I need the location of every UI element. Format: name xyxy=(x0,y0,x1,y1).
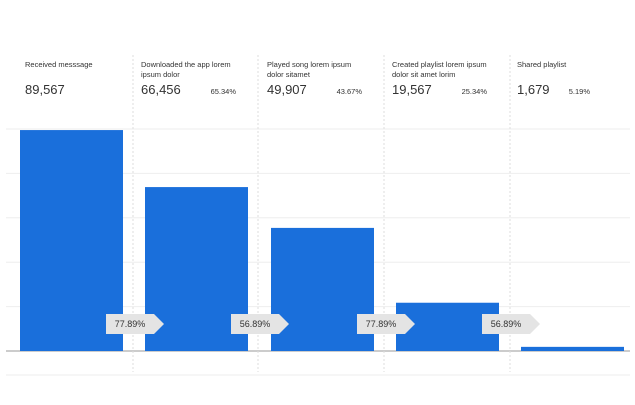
conversion-label: 56.89% xyxy=(491,319,522,329)
stage-label: Played song lorem ipsum dolor sitamet xyxy=(267,60,351,79)
conversion-label: 77.89% xyxy=(115,319,146,329)
conversion-label: 77.89% xyxy=(366,319,397,329)
stage-percent: 65.34% xyxy=(211,87,237,96)
conversion-arrow xyxy=(482,314,540,334)
conversion-arrow xyxy=(231,314,289,334)
bar xyxy=(396,302,499,351)
bar xyxy=(271,227,374,351)
conversion-label: 56.89% xyxy=(240,319,271,329)
stage-percent: 5.19% xyxy=(569,87,591,96)
stage-percent: 25.34% xyxy=(462,87,488,96)
stage-label: Downloaded the app lorem ipsum dolor xyxy=(141,60,231,79)
bar xyxy=(521,346,624,351)
conversion-arrow xyxy=(106,314,164,334)
conversion-arrow xyxy=(357,314,415,334)
stage-count: 66,456 xyxy=(141,82,181,97)
bar xyxy=(20,130,123,351)
stage-count: 19,567 xyxy=(392,82,432,97)
stage-label: Created playlist lorem ipsum dolor sit am… xyxy=(392,60,487,79)
stage-label: Received messsage xyxy=(25,60,93,69)
stage-label: Shared playlist xyxy=(517,60,567,69)
stage-count: 1,679 xyxy=(517,82,550,97)
stage-count: 89,567 xyxy=(25,82,65,97)
stage-count: 49,907 xyxy=(267,82,307,97)
stage-percent: 43.67% xyxy=(337,87,363,96)
